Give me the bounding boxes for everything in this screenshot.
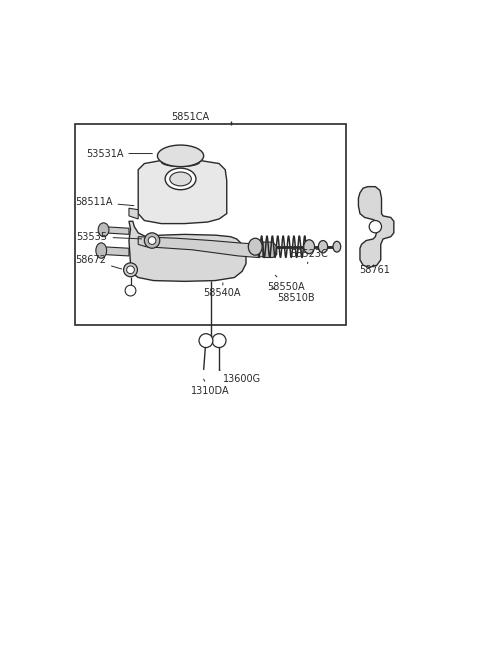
Circle shape bbox=[127, 266, 134, 274]
Ellipse shape bbox=[161, 158, 200, 167]
Ellipse shape bbox=[318, 240, 328, 253]
Text: 13600G: 13600G bbox=[219, 370, 261, 384]
Text: 53531A: 53531A bbox=[86, 148, 152, 158]
Text: 5851CA: 5851CA bbox=[171, 112, 210, 122]
Circle shape bbox=[144, 233, 160, 248]
Ellipse shape bbox=[96, 243, 107, 258]
Circle shape bbox=[125, 285, 136, 296]
Text: 1310DA: 1310DA bbox=[191, 379, 229, 396]
Text: 53535: 53535 bbox=[77, 232, 142, 242]
Text: 58511A: 58511A bbox=[75, 197, 134, 207]
Polygon shape bbox=[359, 187, 394, 267]
Ellipse shape bbox=[248, 238, 262, 255]
Ellipse shape bbox=[165, 168, 196, 190]
Text: 58761: 58761 bbox=[359, 265, 390, 275]
Circle shape bbox=[212, 334, 226, 348]
Polygon shape bbox=[138, 237, 269, 258]
Ellipse shape bbox=[170, 172, 192, 186]
Circle shape bbox=[199, 334, 213, 348]
Ellipse shape bbox=[98, 223, 109, 237]
Ellipse shape bbox=[333, 241, 341, 252]
Circle shape bbox=[369, 221, 382, 233]
Polygon shape bbox=[129, 221, 246, 281]
Ellipse shape bbox=[304, 240, 314, 254]
Circle shape bbox=[123, 263, 137, 277]
Text: 58672: 58672 bbox=[75, 255, 121, 269]
Polygon shape bbox=[263, 242, 277, 258]
Text: 58510B: 58510B bbox=[272, 288, 314, 304]
Bar bbox=[75, 124, 346, 325]
Polygon shape bbox=[129, 208, 138, 219]
Circle shape bbox=[148, 237, 156, 244]
Ellipse shape bbox=[157, 145, 204, 167]
Polygon shape bbox=[104, 227, 129, 235]
Text: 58550A: 58550A bbox=[267, 275, 305, 292]
Text: 58523C: 58523C bbox=[290, 250, 328, 263]
Text: 58540A: 58540A bbox=[204, 283, 241, 298]
Polygon shape bbox=[101, 246, 129, 256]
Polygon shape bbox=[138, 160, 227, 223]
